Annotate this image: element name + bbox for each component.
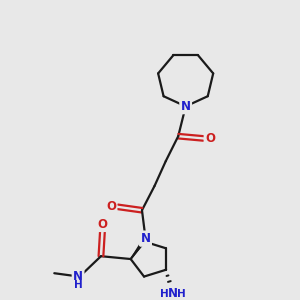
Text: N: N [181, 100, 191, 113]
Text: O: O [205, 132, 215, 145]
Text: N: N [140, 232, 151, 245]
Text: O: O [98, 218, 107, 231]
Text: H: H [160, 289, 169, 299]
Polygon shape [131, 238, 147, 259]
Text: H: H [177, 289, 186, 299]
Text: H: H [74, 280, 82, 290]
Text: N: N [168, 287, 178, 300]
Text: N: N [140, 232, 151, 245]
Text: O: O [106, 200, 116, 213]
Text: N: N [73, 270, 83, 283]
